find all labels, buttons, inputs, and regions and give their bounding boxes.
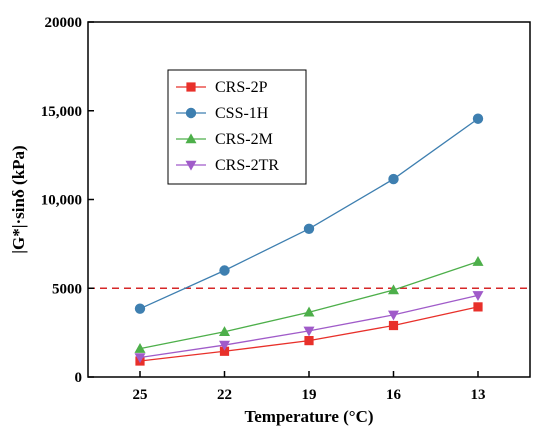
data-point (388, 320, 399, 331)
legend-item: CRS-2TR (176, 157, 279, 174)
data-point (218, 326, 231, 337)
x-tick-label: 25 (133, 387, 148, 403)
data-point (472, 291, 484, 302)
data-point (303, 306, 315, 317)
series-css-1h (134, 113, 484, 314)
y-tick-label: 15,000 (41, 104, 82, 120)
legend-marker (186, 82, 196, 92)
legend-label: CRS-2P (215, 79, 268, 96)
legend-marker (185, 160, 197, 171)
legend-item: CRS-2M (176, 131, 273, 148)
legend-label: CRS-2TR (215, 157, 279, 174)
x-tick-label: 22 (217, 387, 232, 403)
legend-item: CRS-2P (176, 79, 268, 96)
y-axis-label: |G*|·sinδ (kPa) (9, 145, 28, 253)
data-point (134, 303, 146, 314)
data-point (387, 310, 400, 321)
data-point (387, 284, 400, 295)
legend-marker (185, 133, 197, 144)
series-line (139, 294, 479, 359)
legend-label: CSS-1H (215, 105, 269, 122)
data-point (303, 326, 315, 337)
data-point (218, 340, 231, 351)
series-crs-2m (134, 255, 484, 353)
y-tick-label: 10,000 (41, 193, 82, 209)
series-crs-2tr (134, 291, 484, 364)
data-point (388, 173, 399, 185)
y-tick-label: 5000 (52, 281, 82, 297)
data-point (219, 265, 230, 276)
legend: CRS-2P CSS-1H CRS-2M CRS-2TR (167, 69, 307, 185)
x-tick-label: 19 (302, 387, 317, 403)
legend-marker (185, 107, 197, 119)
data-point (134, 342, 146, 353)
x-tick-label: 13 (471, 387, 486, 403)
data-point (134, 353, 146, 364)
plot-frame (87, 21, 531, 378)
x-axis-label: Temperature (°C) (244, 407, 373, 426)
data-point (472, 255, 484, 266)
data-point (472, 113, 484, 124)
x-tick-label: 16 (386, 387, 402, 403)
data-point (303, 223, 315, 234)
legend-item: CSS-1H (176, 105, 269, 122)
data-point (304, 336, 314, 346)
legend-label: CRS-2M (215, 131, 273, 148)
data-point (473, 302, 483, 312)
y-tick-label: 20000 (45, 15, 83, 31)
y-tick-label: 0 (75, 370, 83, 386)
